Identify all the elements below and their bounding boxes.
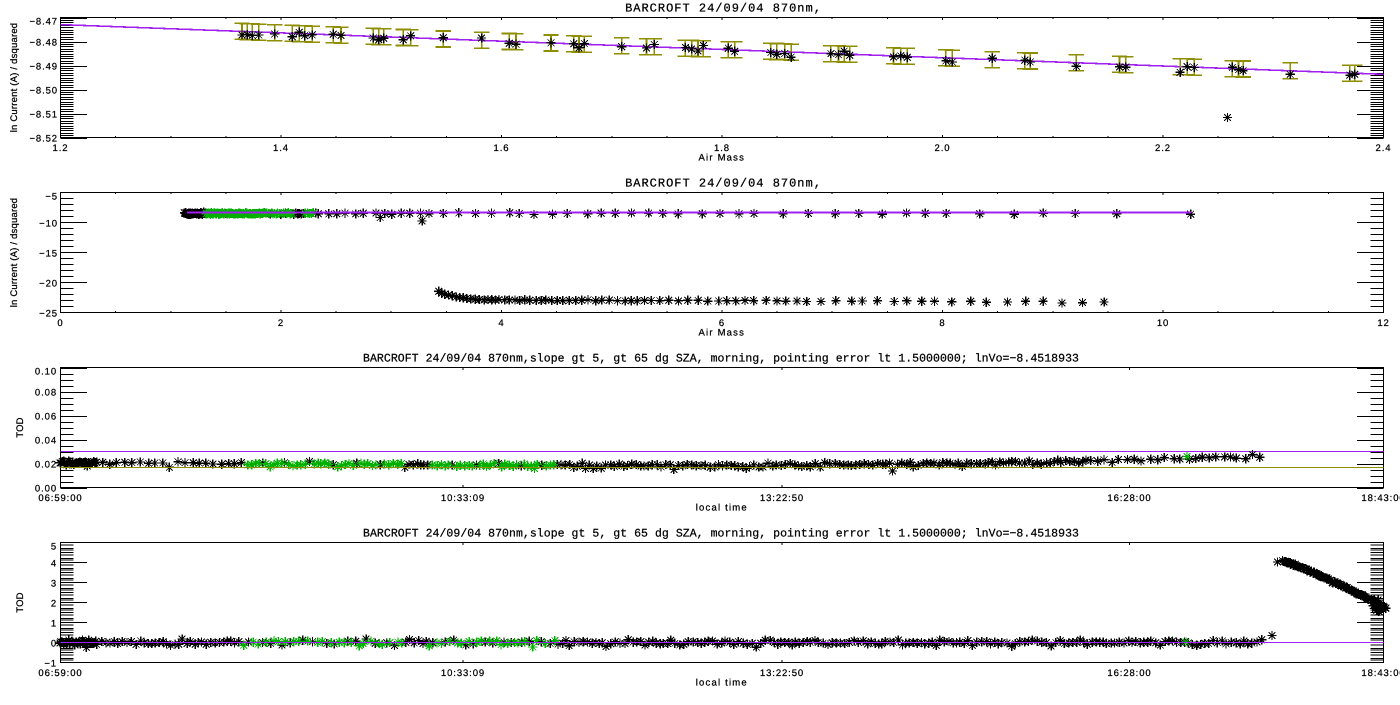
svg-text:Air Mass: Air Mass (699, 153, 746, 164)
svg-text:2: 2 (278, 318, 284, 329)
svg-text:TOD: TOD (15, 417, 26, 437)
svg-text:−10: −10 (39, 218, 58, 229)
svg-text:16:28:00: 16:28:00 (1107, 493, 1151, 504)
svg-text:−15: −15 (39, 248, 58, 259)
svg-text:BARCROFT 24/09/04 870nm,: BARCROFT 24/09/04 870nm, (625, 2, 822, 16)
svg-text:2.0: 2.0 (935, 143, 951, 154)
svg-text:−1: −1 (44, 658, 57, 669)
svg-text:0.08: 0.08 (35, 387, 57, 398)
svg-text:BARCROFT 24/09/04 870nm,: BARCROFT 24/09/04 870nm, (625, 177, 822, 191)
svg-text:0: 0 (57, 318, 63, 329)
svg-text:−8.48: −8.48 (29, 37, 58, 48)
svg-text:06:59:00: 06:59:00 (38, 493, 82, 504)
svg-text:10: 10 (1157, 318, 1169, 329)
svg-text:−8.51: −8.51 (29, 109, 58, 120)
svg-text:1.6: 1.6 (494, 143, 510, 154)
svg-text:local time: local time (696, 503, 748, 514)
svg-text:1.4: 1.4 (273, 143, 289, 154)
svg-text:1: 1 (51, 618, 57, 629)
svg-text:10:33:09: 10:33:09 (441, 493, 485, 504)
svg-text:−8.52: −8.52 (29, 133, 58, 144)
svg-text:10:33:09: 10:33:09 (441, 668, 485, 679)
svg-text:6: 6 (719, 318, 725, 329)
svg-text:0.04: 0.04 (35, 435, 57, 446)
svg-text:−5: −5 (45, 192, 58, 203)
svg-text:BARCROFT 24/09/04 870nm,slope: BARCROFT 24/09/04 870nm,slope gt 5, gt 6… (363, 353, 1079, 366)
svg-text:8: 8 (939, 318, 945, 329)
svg-text:0.00: 0.00 (35, 483, 57, 494)
svg-text:Air Mass: Air Mass (699, 328, 746, 339)
svg-text:−20: −20 (39, 278, 58, 289)
svg-text:ln Current (A) / dsquared: ln Current (A) / dsquared (9, 23, 20, 133)
svg-text:13:22:50: 13:22:50 (760, 493, 804, 504)
svg-text:13:22:50: 13:22:50 (760, 668, 804, 679)
svg-text:BARCROFT 24/09/04 870nm,slope: BARCROFT 24/09/04 870nm,slope gt 5, gt 6… (363, 528, 1079, 541)
svg-text:12: 12 (1377, 318, 1389, 329)
svg-text:1.8: 1.8 (714, 143, 730, 154)
svg-text:16:28:00: 16:28:00 (1107, 668, 1151, 679)
svg-text:3: 3 (51, 578, 57, 589)
svg-text:0.02: 0.02 (35, 459, 57, 470)
svg-text:−8.49: −8.49 (29, 61, 58, 72)
svg-text:0.06: 0.06 (35, 411, 57, 422)
svg-text:−8.47: −8.47 (29, 17, 58, 28)
svg-text:2.4: 2.4 (1376, 143, 1392, 154)
svg-text:18:43:00: 18:43:00 (1361, 493, 1400, 504)
svg-text:−8.50: −8.50 (29, 85, 58, 96)
svg-text:−25: −25 (39, 308, 58, 319)
svg-text:local time: local time (696, 678, 748, 689)
svg-text:5: 5 (51, 542, 57, 553)
svg-text:ln Current (A) / dsquared: ln Current (A) / dsquared (9, 198, 20, 308)
svg-text:06:59:00: 06:59:00 (38, 668, 82, 679)
svg-text:0.10: 0.10 (35, 367, 57, 378)
svg-text:TOD: TOD (15, 592, 26, 612)
svg-text:0: 0 (51, 638, 57, 649)
svg-text:1.2: 1.2 (53, 143, 69, 154)
svg-text:4: 4 (498, 318, 504, 329)
svg-text:2: 2 (51, 598, 57, 609)
svg-text:18:43:00: 18:43:00 (1361, 668, 1400, 679)
svg-text:4: 4 (51, 558, 57, 569)
svg-text:2.2: 2.2 (1155, 143, 1171, 154)
